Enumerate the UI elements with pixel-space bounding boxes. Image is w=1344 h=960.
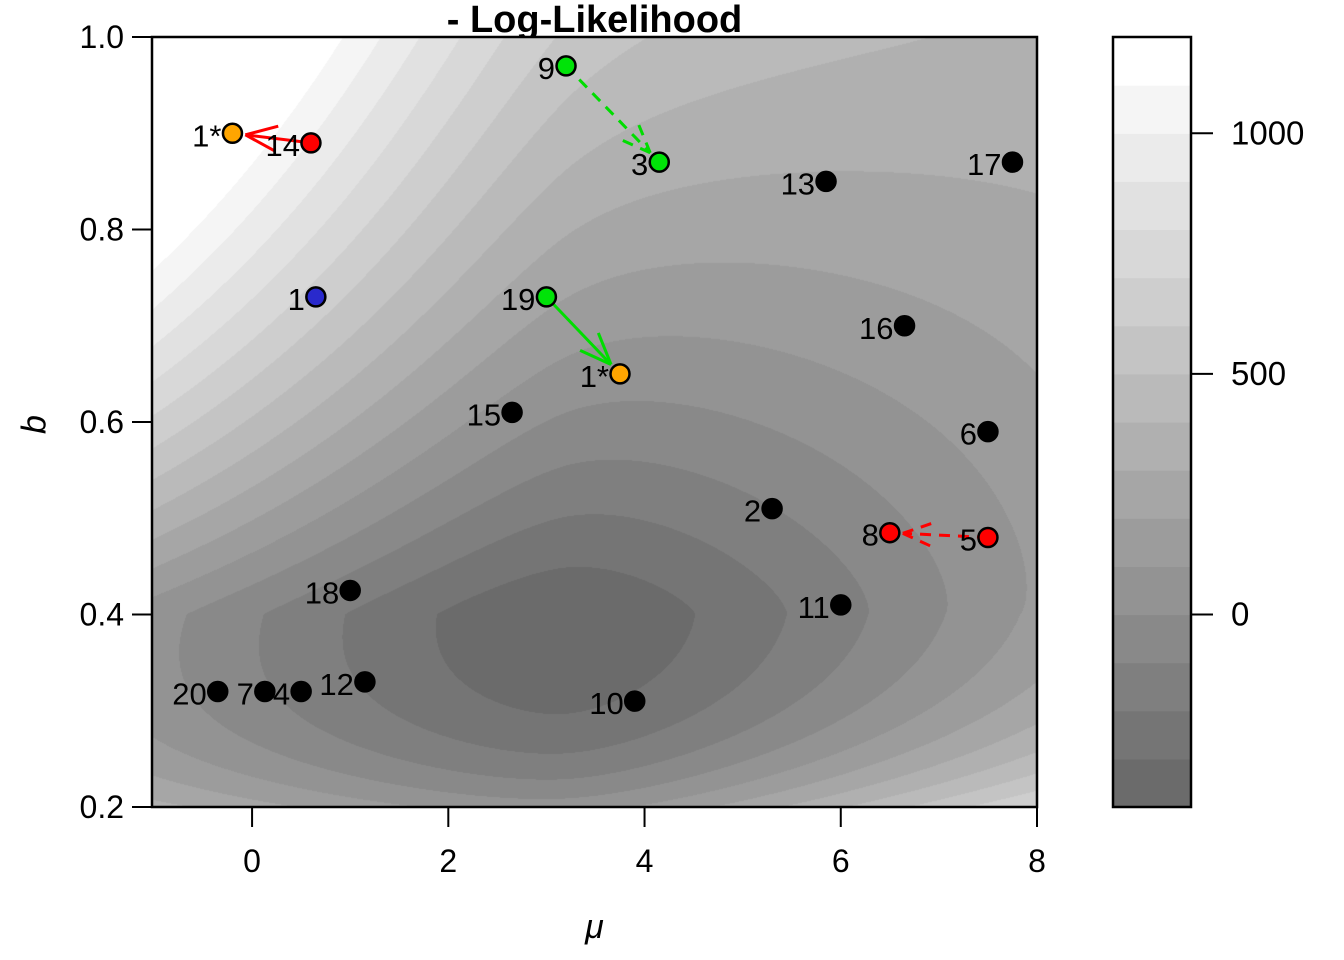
colorbar-band <box>1113 325 1191 375</box>
colorbar-band <box>1113 181 1191 231</box>
colorbar-band <box>1113 85 1191 134</box>
colorbar-band <box>1113 518 1191 567</box>
colorbar-tick-label: 500 <box>1231 355 1286 392</box>
y-tick-label: 0.2 <box>80 789 124 825</box>
y-tick-label: 0.8 <box>80 212 124 248</box>
x-tick-label: 6 <box>832 843 850 879</box>
x-axis-label: μ <box>585 908 604 946</box>
colorbar-tick-label: 1000 <box>1231 114 1304 151</box>
colorbar-band <box>1113 758 1191 808</box>
x-tick-label: 4 <box>636 843 654 879</box>
colorbar-frame <box>1111 35 1193 809</box>
colorbar-band <box>1113 373 1191 423</box>
colorbar-band <box>1113 422 1191 471</box>
colorbar-band <box>1113 277 1191 327</box>
colorbar-band <box>1113 662 1191 712</box>
colorbar-band <box>1113 37 1191 86</box>
colorbar-band <box>1113 470 1191 519</box>
y-tick-label: 0.4 <box>80 597 124 633</box>
colorbar-band <box>1113 614 1191 664</box>
colorbar-band <box>1113 710 1191 760</box>
colorbar-tick-label: 0 <box>1231 596 1249 633</box>
y-tick-label: 1.0 <box>80 19 124 55</box>
x-tick-label: 8 <box>1028 843 1046 879</box>
y-axis-label: b <box>15 415 54 434</box>
page-title: - Log-Likelihood <box>446 0 743 41</box>
contour-surface-canvas <box>152 37 1037 807</box>
colorbar-band <box>1113 229 1191 279</box>
y-tick-label: 0.6 <box>80 404 124 440</box>
colorbar-band <box>1113 133 1191 182</box>
x-tick-label: 0 <box>243 843 261 879</box>
colorbar-band <box>1113 566 1191 616</box>
x-tick-label: 2 <box>439 843 457 879</box>
